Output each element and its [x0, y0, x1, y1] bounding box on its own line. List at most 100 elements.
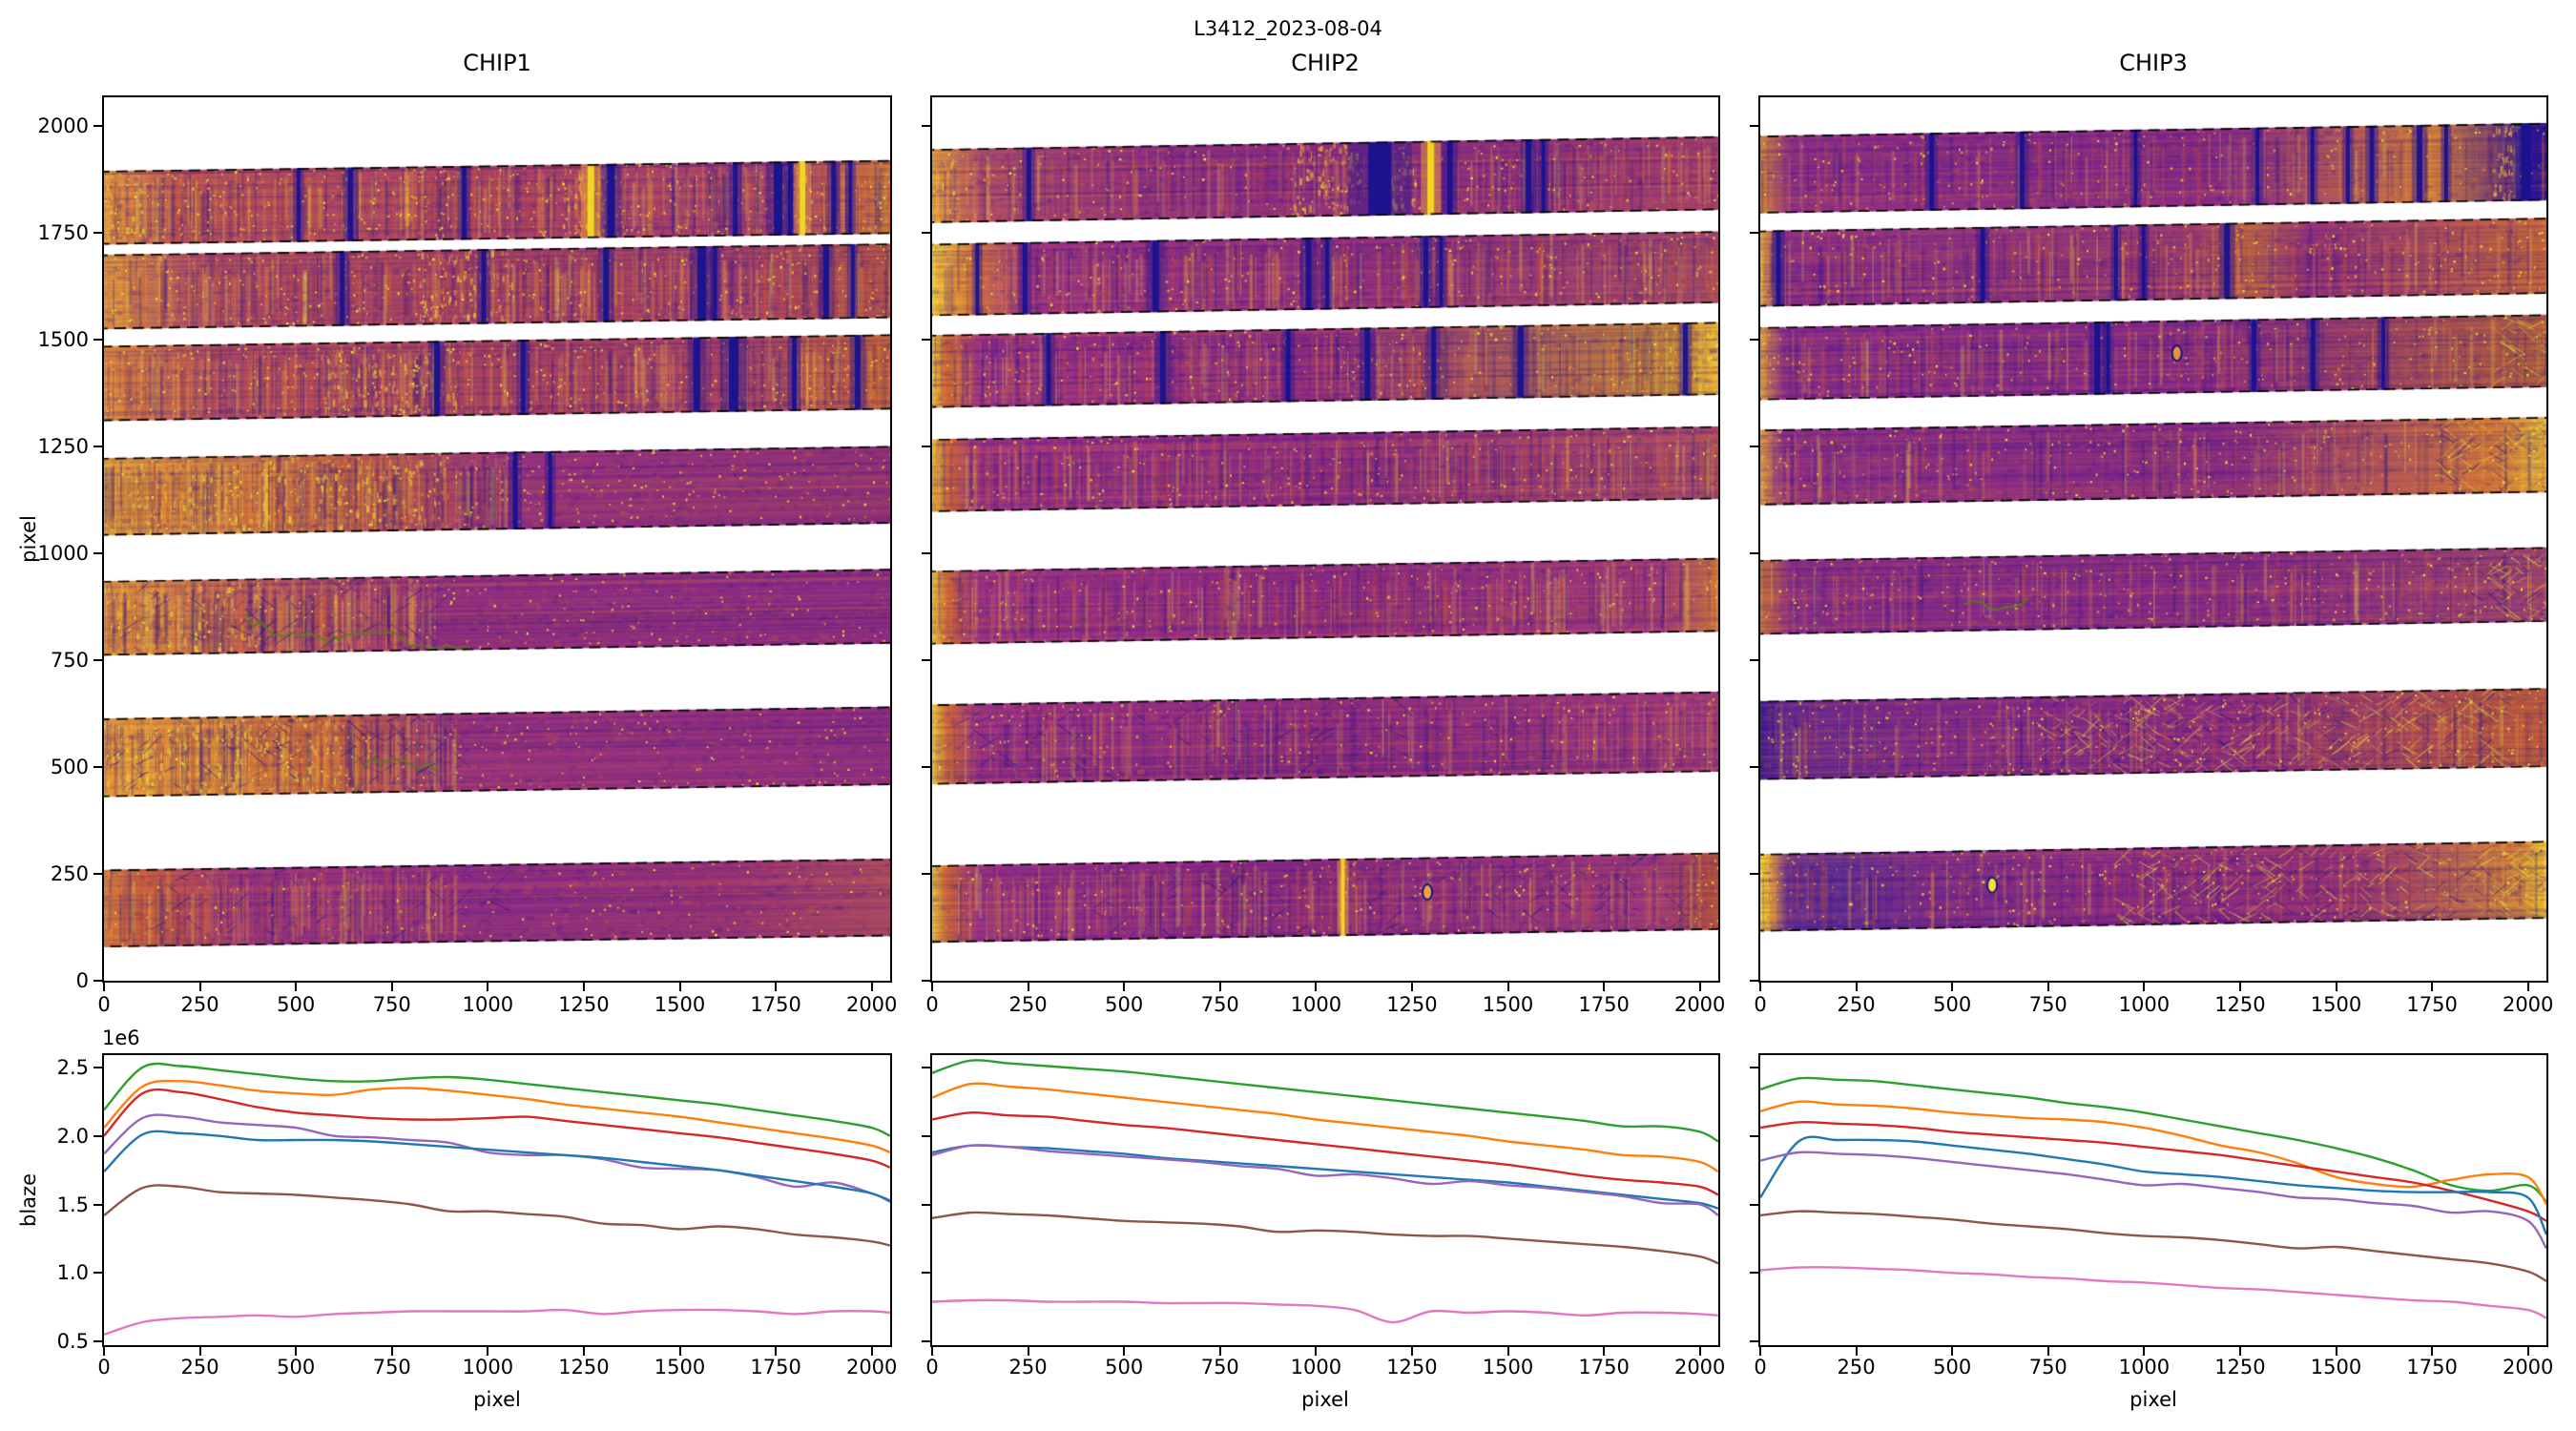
y-tick: [922, 1340, 930, 1343]
x-tick: [1759, 1347, 1761, 1356]
orders-heatmap-chip3: [1760, 97, 2546, 981]
x-tick-label: 1250: [558, 1356, 610, 1379]
x-tick: [2143, 983, 2146, 991]
blaze-xaxis-label: pixel: [473, 1388, 521, 1411]
x-tick-label: 250: [1837, 1356, 1876, 1379]
x-tick-label: 750: [372, 1356, 411, 1379]
blaze-curve-order-purple: [932, 1144, 1718, 1217]
x-tick: [2431, 1347, 2434, 1356]
x-tick-label: 1500: [1482, 993, 1534, 1016]
x-tick: [1698, 1347, 1701, 1356]
figure-suptitle: L3412_2023-08-04: [1194, 17, 1382, 40]
y-tick: [922, 873, 930, 876]
x-tick-label: 1750: [750, 1356, 801, 1379]
blaze-curve-order-pink: [104, 1308, 890, 1337]
x-tick-label: 1750: [2406, 1356, 2458, 1379]
x-tick-label: 1250: [2214, 1356, 2266, 1379]
x-tick-label: 500: [277, 1356, 316, 1379]
x-tick: [487, 1347, 489, 1356]
y-tick-label: 0.5: [56, 1330, 89, 1354]
x-tick-label: 2000: [1673, 1356, 1726, 1379]
x-tick-label: 1000: [1290, 1356, 1342, 1379]
chip-title: CHIP3: [2119, 50, 2188, 76]
y-tick: [1750, 125, 1758, 128]
x-tick-label: 1500: [2310, 1356, 2362, 1379]
x-tick: [1218, 983, 1221, 991]
x-tick-label: 750: [2028, 1356, 2067, 1379]
y-tick-label: 1750: [37, 221, 89, 245]
y-tick: [93, 232, 102, 235]
x-tick-label: 0: [925, 993, 939, 1016]
x-tick-label: 250: [1837, 993, 1876, 1016]
x-tick: [1218, 1347, 1221, 1356]
blaze-curve-order-orange: [932, 1082, 1718, 1173]
orders-image-panel-chip2: [930, 95, 1720, 983]
y-tick: [922, 1203, 930, 1206]
x-tick-label: 0: [925, 1356, 939, 1379]
y-tick: [922, 659, 930, 662]
x-tick: [390, 983, 393, 991]
x-tick-label: 1500: [654, 1356, 706, 1379]
x-tick-label: 250: [1008, 993, 1048, 1016]
x-tick-label: 750: [372, 993, 411, 1016]
x-tick: [103, 1347, 105, 1356]
blaze-panel-chip1: [102, 1053, 892, 1347]
x-tick-label: 2000: [845, 993, 898, 1016]
y-tick: [922, 1066, 930, 1068]
y-tick: [1750, 446, 1758, 448]
x-tick: [2143, 1347, 2146, 1356]
x-tick: [775, 1347, 778, 1356]
x-tick: [1315, 1347, 1318, 1356]
x-tick: [931, 983, 933, 991]
blaze-plot-chip2: [932, 1059, 1718, 1324]
blaze-panel-chip2: [930, 1053, 1720, 1347]
x-tick-label: 1250: [1386, 1356, 1438, 1379]
x-tick: [582, 983, 585, 991]
y-tick: [1750, 1134, 1758, 1137]
orders-heatmap-chip1: [104, 97, 890, 981]
y-tick: [922, 339, 930, 342]
y-tick-label: 250: [50, 862, 89, 886]
y-tick: [1750, 659, 1758, 662]
x-tick: [1027, 1347, 1029, 1356]
x-tick: [1410, 983, 1413, 991]
y-tick: [922, 125, 930, 128]
blaze-curve-order-purple: [104, 1113, 890, 1202]
y-tick-label: 1000: [37, 542, 89, 566]
blaze-curve-order-red: [1760, 1121, 2546, 1222]
y-tick: [922, 1134, 930, 1137]
orders-heatmap-chip2: [932, 97, 1718, 981]
blaze-curve-order-green: [1760, 1076, 2546, 1203]
y-tick-label: 750: [50, 649, 89, 673]
x-tick: [1603, 1347, 1606, 1356]
x-tick: [198, 1347, 201, 1356]
x-tick: [1027, 983, 1029, 991]
x-tick-label: 1750: [1578, 993, 1630, 1016]
x-tick-label: 0: [97, 993, 111, 1016]
blaze-curve-order-blue: [1760, 1135, 2546, 1235]
x-tick: [1603, 983, 1606, 991]
y-tick: [1750, 339, 1758, 342]
y-tick: [922, 1272, 930, 1275]
x-tick: [1410, 1347, 1413, 1356]
y-tick: [93, 125, 102, 128]
x-tick: [2431, 983, 2434, 991]
x-tick: [1951, 983, 1954, 991]
blaze-curve-order-orange: [104, 1079, 890, 1154]
y-tick: [1750, 766, 1758, 769]
y-tick-label: 0: [75, 969, 89, 992]
x-tick: [678, 983, 681, 991]
y-tick: [1750, 1066, 1758, 1068]
y-tick: [93, 980, 102, 982]
y-tick: [1750, 1203, 1758, 1206]
x-tick: [1698, 983, 1701, 991]
x-tick-label: 1000: [462, 1356, 514, 1379]
x-tick-label: 1250: [558, 993, 610, 1016]
blaze-plot-chip1: [104, 1062, 890, 1337]
x-tick: [1855, 1347, 1858, 1356]
x-tick: [198, 983, 201, 991]
y-tick: [93, 552, 102, 555]
x-tick: [2526, 1347, 2529, 1356]
y-tick: [1750, 232, 1758, 235]
x-tick-label: 0: [1754, 993, 1767, 1016]
